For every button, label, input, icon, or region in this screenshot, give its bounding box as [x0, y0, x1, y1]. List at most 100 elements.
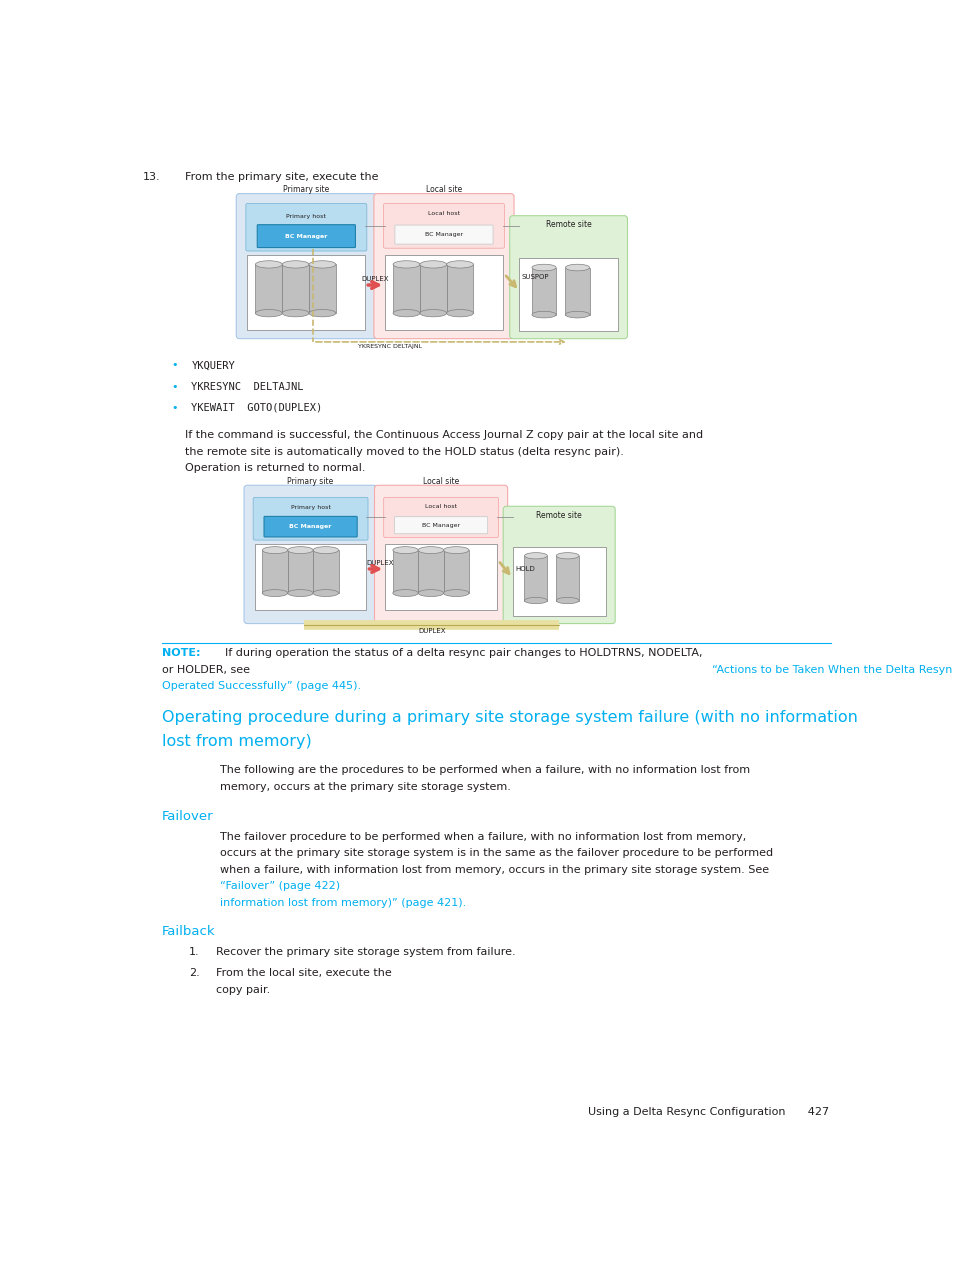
Text: Primary host: Primary host	[286, 214, 326, 219]
Text: BC Manager: BC Manager	[421, 522, 459, 527]
Text: 13.: 13.	[142, 172, 160, 182]
Text: Operated Successfully” (page 445).: Operated Successfully” (page 445).	[162, 681, 360, 691]
FancyBboxPatch shape	[257, 225, 355, 248]
Ellipse shape	[309, 310, 335, 316]
Ellipse shape	[532, 311, 556, 318]
Bar	[393, 264, 419, 313]
FancyBboxPatch shape	[244, 486, 376, 624]
Ellipse shape	[419, 310, 446, 316]
Ellipse shape	[446, 261, 473, 268]
FancyBboxPatch shape	[253, 497, 368, 540]
FancyBboxPatch shape	[383, 203, 504, 248]
Text: YKRESYNC  DELTAJNL: YKRESYNC DELTAJNL	[192, 381, 303, 391]
FancyBboxPatch shape	[383, 497, 498, 538]
Ellipse shape	[313, 547, 338, 554]
Text: Primary site: Primary site	[287, 477, 334, 486]
Text: or HOLDER, see: or HOLDER, see	[162, 665, 253, 675]
Bar	[288, 550, 313, 594]
Bar	[282, 264, 309, 313]
Bar	[393, 550, 417, 594]
Text: memory, occurs at the primary site storage system.: memory, occurs at the primary site stora…	[220, 782, 511, 792]
Text: BC Manager: BC Manager	[424, 233, 462, 238]
FancyBboxPatch shape	[264, 516, 356, 536]
Text: the remote site is automatically moved to the HOLD status (delta resync pair).: the remote site is automatically moved t…	[185, 446, 623, 456]
Ellipse shape	[556, 553, 578, 559]
Text: Primary site: Primary site	[283, 186, 329, 194]
Bar	[556, 555, 578, 600]
Ellipse shape	[313, 590, 338, 596]
Text: when a failure, with information lost from memory, occurs in the primary site st: when a failure, with information lost fr…	[220, 864, 768, 874]
Bar	[524, 555, 547, 600]
Ellipse shape	[262, 590, 288, 596]
FancyBboxPatch shape	[509, 216, 627, 338]
Ellipse shape	[309, 261, 335, 268]
Text: HOLD: HOLD	[515, 567, 535, 572]
Text: Primary host: Primary host	[291, 505, 330, 510]
Ellipse shape	[524, 597, 547, 604]
Text: YKEWAIT  GOTO(DUPLEX): YKEWAIT GOTO(DUPLEX)	[192, 403, 322, 413]
Ellipse shape	[393, 547, 417, 554]
Text: Remote site: Remote site	[545, 220, 591, 229]
Text: BC Manager: BC Manager	[289, 524, 332, 529]
Text: 1.: 1.	[189, 947, 199, 957]
FancyBboxPatch shape	[512, 547, 605, 616]
Text: Remote site: Remote site	[536, 511, 581, 520]
Text: DUPLEX: DUPLEX	[366, 561, 393, 566]
FancyBboxPatch shape	[254, 544, 366, 610]
Text: If during operation the status of a delta resync pair changes to HOLDTRNS, NODEL: If during operation the status of a delt…	[217, 648, 701, 658]
Text: Operation is returned to normal.: Operation is returned to normal.	[185, 463, 365, 473]
Ellipse shape	[288, 547, 313, 554]
Text: SUSPOP: SUSPOP	[521, 275, 549, 280]
FancyBboxPatch shape	[395, 516, 487, 534]
Text: If the command is successful, the Continuous Access Journal Z copy pair at the l: If the command is successful, the Contin…	[185, 430, 702, 440]
FancyBboxPatch shape	[519, 258, 617, 330]
Text: 2.: 2.	[189, 969, 199, 977]
FancyBboxPatch shape	[395, 225, 493, 244]
Bar	[565, 268, 589, 315]
Text: “Failover” (page 422): “Failover” (page 422)	[220, 881, 340, 891]
Ellipse shape	[565, 311, 589, 318]
Text: NOTE:: NOTE:	[162, 648, 200, 658]
Text: “Actions to be Taken When the Delta Resync Function Cannot be Set Up or: “Actions to be Taken When the Delta Resy…	[711, 665, 953, 675]
Ellipse shape	[524, 553, 547, 559]
Text: Recover the primary site storage system from failure.: Recover the primary site storage system …	[216, 947, 516, 957]
Text: DUPLEX: DUPLEX	[361, 276, 389, 282]
Text: From the local site, execute the: From the local site, execute the	[216, 969, 395, 977]
FancyBboxPatch shape	[502, 506, 615, 624]
Text: The following are the procedures to be performed when a failure, with no informa: The following are the procedures to be p…	[220, 765, 749, 775]
Bar	[446, 264, 473, 313]
Ellipse shape	[282, 310, 309, 316]
Text: Failback: Failback	[162, 925, 215, 938]
FancyBboxPatch shape	[385, 255, 502, 330]
Text: From the primary site, execute the: From the primary site, execute the	[185, 172, 382, 182]
Ellipse shape	[288, 590, 313, 596]
Text: Local host: Local host	[425, 503, 456, 508]
FancyBboxPatch shape	[247, 255, 365, 330]
Bar	[532, 268, 556, 315]
Text: Local site: Local site	[425, 186, 461, 194]
FancyBboxPatch shape	[385, 544, 497, 610]
Text: BC Manager: BC Manager	[285, 234, 327, 239]
Ellipse shape	[393, 590, 417, 596]
Text: copy pair.: copy pair.	[216, 985, 270, 994]
Text: •: •	[171, 361, 177, 370]
Bar	[417, 550, 443, 594]
Bar	[419, 264, 446, 313]
Ellipse shape	[255, 310, 282, 316]
Ellipse shape	[417, 590, 443, 596]
Text: •: •	[171, 381, 177, 391]
Ellipse shape	[393, 261, 419, 268]
Bar	[313, 550, 338, 594]
Ellipse shape	[419, 261, 446, 268]
Text: YKRESYNC DELTAJNL: YKRESYNC DELTAJNL	[357, 344, 421, 350]
Ellipse shape	[393, 310, 419, 316]
Text: information lost from memory)” (page 421).: information lost from memory)” (page 421…	[220, 897, 466, 907]
Text: YKQUERY: YKQUERY	[192, 361, 234, 370]
Text: DUPLEX: DUPLEX	[417, 628, 445, 634]
FancyBboxPatch shape	[246, 203, 366, 250]
Bar	[443, 550, 469, 594]
Ellipse shape	[446, 310, 473, 316]
Ellipse shape	[532, 264, 556, 271]
Text: Failover: Failover	[162, 810, 213, 822]
Text: Local host: Local host	[428, 211, 459, 216]
